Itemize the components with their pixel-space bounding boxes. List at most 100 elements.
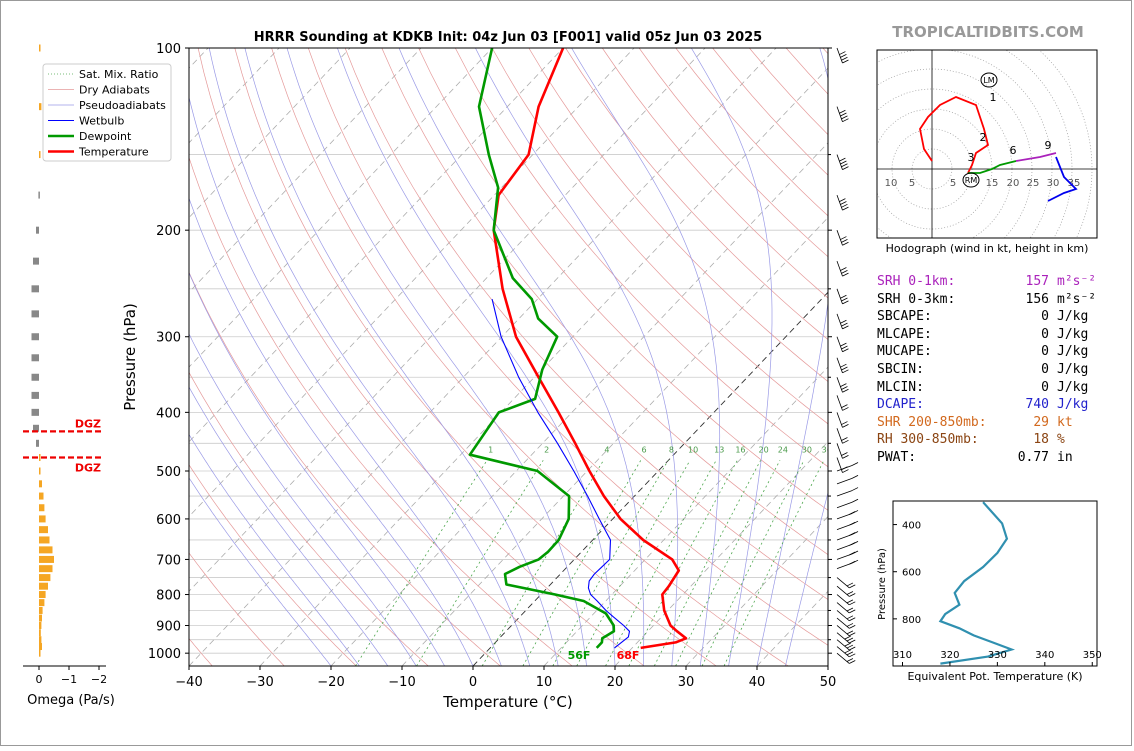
wind-barb-staff xyxy=(836,477,853,485)
wind-barb-flag xyxy=(839,157,846,162)
wind-barb-flag xyxy=(846,623,854,627)
stat-row: PWAT: 0.77 in xyxy=(877,450,1073,465)
hodograph-caption: Hodograph (wind in kt, height in km) xyxy=(886,242,1089,255)
wind-barb-flag xyxy=(842,454,849,459)
pseudoadiabat-line xyxy=(189,96,502,666)
wind-barb-staff xyxy=(836,602,850,614)
x-tick-label: 0 xyxy=(469,675,477,690)
omega-bar xyxy=(39,103,42,111)
skewt-ylabel: Pressure (hPa) xyxy=(121,303,139,411)
wind-barb-flag xyxy=(841,163,848,168)
pseudoadiabat-line xyxy=(690,48,773,666)
omega-bar xyxy=(39,555,54,563)
wind-barb-flag xyxy=(842,348,849,353)
mixing-ratio-label: 30 xyxy=(802,446,812,455)
omega-bar xyxy=(31,391,39,399)
mixing-ratio-label: 20 xyxy=(759,446,769,455)
wind-barb-staff xyxy=(836,457,843,473)
stat-label: DCAPE: xyxy=(877,397,924,413)
theta-e-panel: 310 320 330 340 350 400 600 800 Equivalent Pot.… xyxy=(877,500,1102,683)
hodograph-ring-label: 15 xyxy=(986,178,999,189)
x-tick-label: −10 xyxy=(388,675,415,690)
omega-tick-label: −1 xyxy=(61,673,77,686)
series-wetbulb-line xyxy=(491,298,631,649)
stat-unit: J/kg xyxy=(1057,362,1089,377)
wind-barb-flag xyxy=(840,267,847,271)
wind-barb-flag xyxy=(842,439,849,444)
storm-motion-marker xyxy=(962,172,980,188)
mixing-ratio-line xyxy=(416,460,544,666)
y-tick-label: 300 xyxy=(156,331,181,346)
wind-barb-flag xyxy=(851,462,859,466)
isotherm-line xyxy=(189,48,706,592)
mixing-ratio-label: 1 xyxy=(488,446,493,455)
wind-barb-flag xyxy=(839,109,846,114)
wind-barb-flag xyxy=(846,591,854,595)
omega-bar xyxy=(31,408,39,416)
mixing-ratio-line xyxy=(653,460,761,666)
theta-e-y-tick-label: 600 xyxy=(902,568,921,579)
wind-barb-flag xyxy=(842,300,849,305)
theta-e-x-tick-label: 340 xyxy=(1035,650,1054,661)
pseudoadiabat-line xyxy=(398,48,645,666)
stat-unit: in xyxy=(1057,450,1073,465)
wind-barb-flag xyxy=(842,325,849,330)
legend-label: Temperature xyxy=(78,146,149,159)
mixing-ratio-line xyxy=(522,460,642,666)
theta-e-y-tick-label: 400 xyxy=(902,521,921,532)
mixing-ratio-line xyxy=(605,460,717,666)
hodograph-height-label: 6 xyxy=(1010,144,1017,157)
pseudoadiabat-line xyxy=(244,48,559,666)
y-tick-label: 900 xyxy=(156,619,181,634)
hodograph-ring-label: 5 xyxy=(909,178,915,189)
wind-barb-flag xyxy=(849,532,856,536)
wind-barb-staff xyxy=(836,428,843,444)
skewt-frame xyxy=(188,47,829,667)
dry-adiabat-line xyxy=(381,48,828,556)
omega-bar xyxy=(39,546,53,554)
wind-barb-staff xyxy=(836,490,853,497)
brand-watermark: TROPICALTIDBITS.COM xyxy=(892,23,1084,41)
wind-barb-staff xyxy=(836,395,843,411)
stat-unit: m²s⁻² xyxy=(1057,291,1097,307)
mixing-ratio-label: 6 xyxy=(642,446,647,455)
dry-adiabat-line xyxy=(344,48,828,600)
stat-label: SRH 0-3km: xyxy=(877,291,956,307)
omega-bar xyxy=(39,515,46,523)
omega-bar xyxy=(38,191,40,199)
wind-barb-staff xyxy=(836,443,843,459)
wind-barb-flag xyxy=(840,383,847,388)
x-tick-label: −40 xyxy=(175,675,202,690)
wind-barb-flag xyxy=(849,639,856,644)
wind-barb-flag xyxy=(841,297,848,302)
mixing-ratio-line xyxy=(723,460,825,666)
wind-barb-flag xyxy=(849,632,856,637)
mixing-ratio-label: 24 xyxy=(778,446,788,455)
pseudoadiabat-line xyxy=(208,48,531,666)
stat-unit: J/kg xyxy=(1057,379,1089,395)
mixing-ratio-label: 2 xyxy=(544,446,549,455)
wind-barb-flag xyxy=(841,56,848,61)
stat-value: 0 xyxy=(1041,362,1049,377)
pseudoadiabat-line xyxy=(189,197,474,666)
wind-barb-flag xyxy=(841,203,848,208)
wind-barb-staff xyxy=(836,288,843,304)
wind-barb-flag xyxy=(849,560,856,565)
wind-barb-flag xyxy=(841,366,848,371)
wind-barb-flag xyxy=(839,51,846,55)
wind-barb-flag xyxy=(840,160,847,165)
pseudoadiabat-line xyxy=(189,386,389,666)
stat-value: 0 xyxy=(1041,326,1049,342)
wind-barb-flag xyxy=(846,658,854,662)
pseudoadiabat-line xyxy=(189,477,332,666)
isotherm-line xyxy=(330,142,828,666)
wind-barb-staff xyxy=(836,585,850,597)
hodograph-ring-label: 30 xyxy=(1047,178,1060,189)
theta-e-y-tick-label: 800 xyxy=(902,615,921,626)
wind-barb-flag xyxy=(840,112,847,117)
stat-label: MLCIN: xyxy=(877,379,924,395)
wind-barb-flag xyxy=(842,407,849,411)
theta-e-line xyxy=(938,501,1016,665)
wind-barb-flag xyxy=(849,601,856,606)
storm-motion-label: RM xyxy=(965,176,978,185)
